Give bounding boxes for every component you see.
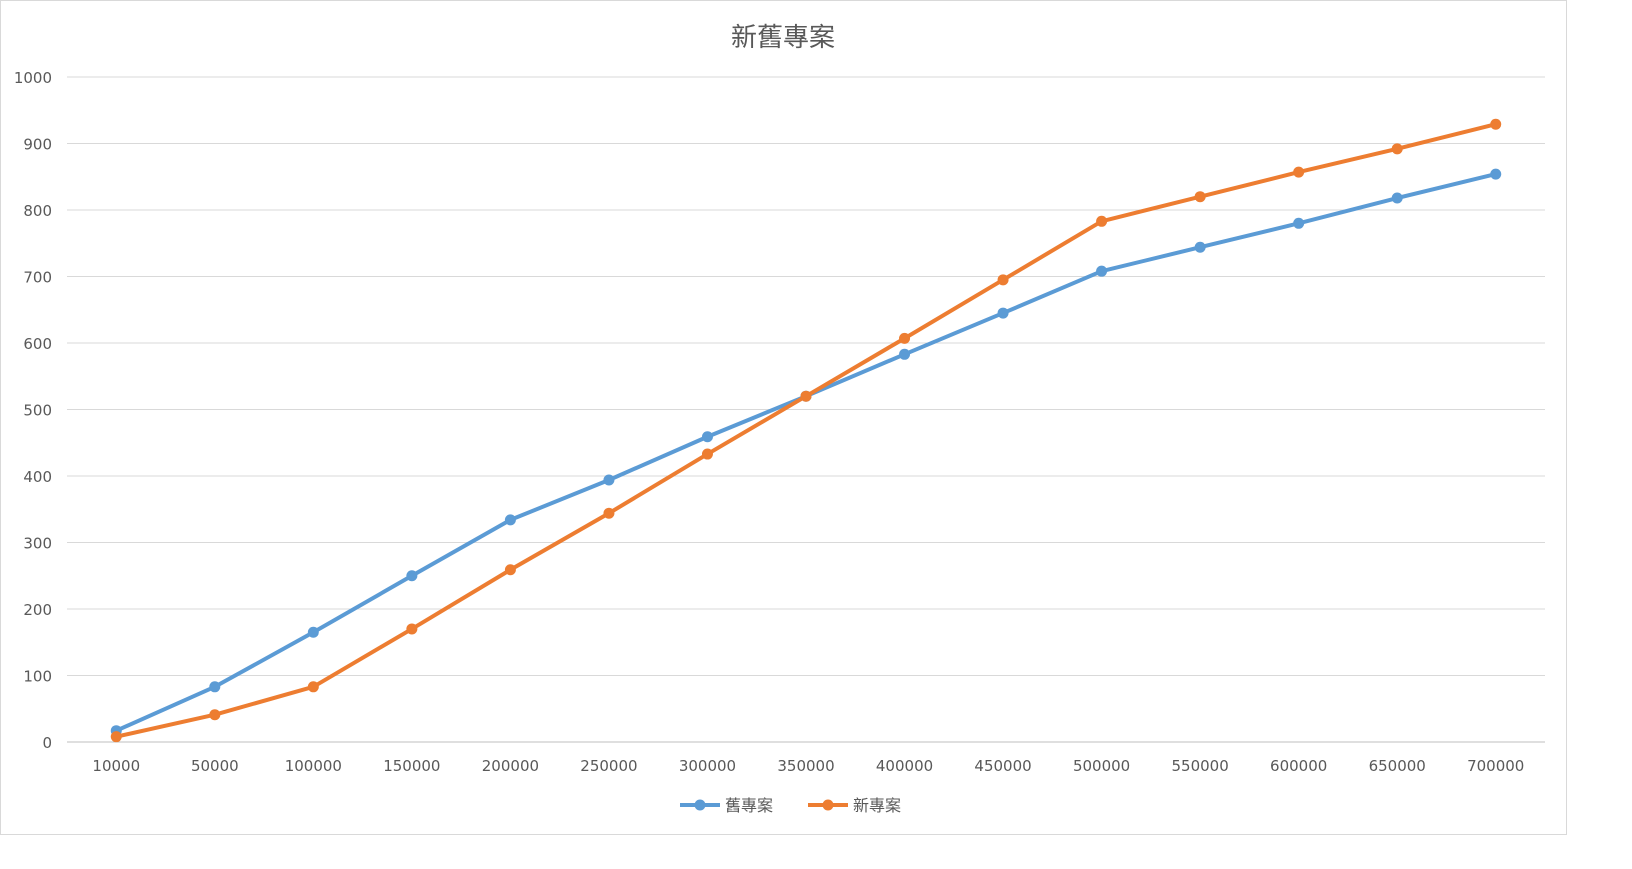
data-point [1391, 192, 1403, 204]
data-point [1293, 166, 1305, 178]
y-tick-label: 400 [23, 468, 52, 486]
data-point [1490, 168, 1502, 180]
data-point [701, 431, 713, 443]
data-point [1096, 265, 1108, 277]
x-tick-label: 500000 [1073, 757, 1130, 775]
data-point [110, 731, 122, 743]
data-point [997, 307, 1009, 319]
legend-label: 新專案 [853, 796, 901, 815]
y-tick-label: 900 [23, 136, 52, 154]
data-point [899, 348, 911, 360]
data-point [504, 514, 516, 526]
x-tick-label: 450000 [974, 757, 1031, 775]
chart-border [0, 0, 1567, 835]
y-tick-label: 600 [23, 335, 52, 353]
data-point [899, 332, 911, 344]
data-point [1490, 118, 1502, 130]
x-tick-label: 10000 [92, 757, 140, 775]
y-tick-label: 300 [23, 535, 52, 553]
x-tick-label: 400000 [876, 757, 933, 775]
x-tick-label: 300000 [679, 757, 736, 775]
data-point [307, 626, 319, 638]
data-point [1391, 143, 1403, 155]
y-tick-label: 0 [42, 734, 52, 752]
data-point [701, 448, 713, 460]
legend-marker [694, 799, 706, 811]
data-point [603, 474, 615, 486]
x-tick-label: 100000 [285, 757, 342, 775]
data-point [504, 564, 516, 576]
y-tick-label: 800 [23, 202, 52, 220]
data-point [603, 507, 615, 519]
legend-label: 舊專案 [725, 796, 773, 815]
y-tick-label: 100 [23, 668, 52, 686]
x-tick-label: 350000 [777, 757, 834, 775]
x-tick-label: 150000 [383, 757, 440, 775]
x-tick-label: 200000 [482, 757, 539, 775]
data-point [406, 570, 418, 582]
x-tick-label: 600000 [1270, 757, 1327, 775]
y-tick-label: 200 [23, 601, 52, 619]
data-point [209, 681, 221, 693]
data-point [307, 681, 319, 693]
data-point [1293, 217, 1305, 229]
x-tick-label: 550000 [1172, 757, 1229, 775]
x-tick-label: 650000 [1369, 757, 1426, 775]
data-point [1194, 241, 1206, 253]
y-tick-label: 1000 [14, 69, 52, 87]
data-point [1194, 191, 1206, 203]
x-tick-label: 250000 [580, 757, 637, 775]
x-tick-label: 50000 [191, 757, 239, 775]
y-tick-label: 700 [23, 269, 52, 287]
chart-title: 新舊專案 [731, 23, 835, 53]
legend-marker [822, 799, 834, 811]
data-point [997, 274, 1009, 286]
x-tick-label: 700000 [1467, 757, 1524, 775]
data-point [800, 390, 812, 402]
data-point [406, 623, 418, 635]
data-point [209, 709, 221, 721]
y-tick-label: 500 [23, 402, 52, 420]
data-point [1096, 215, 1108, 227]
